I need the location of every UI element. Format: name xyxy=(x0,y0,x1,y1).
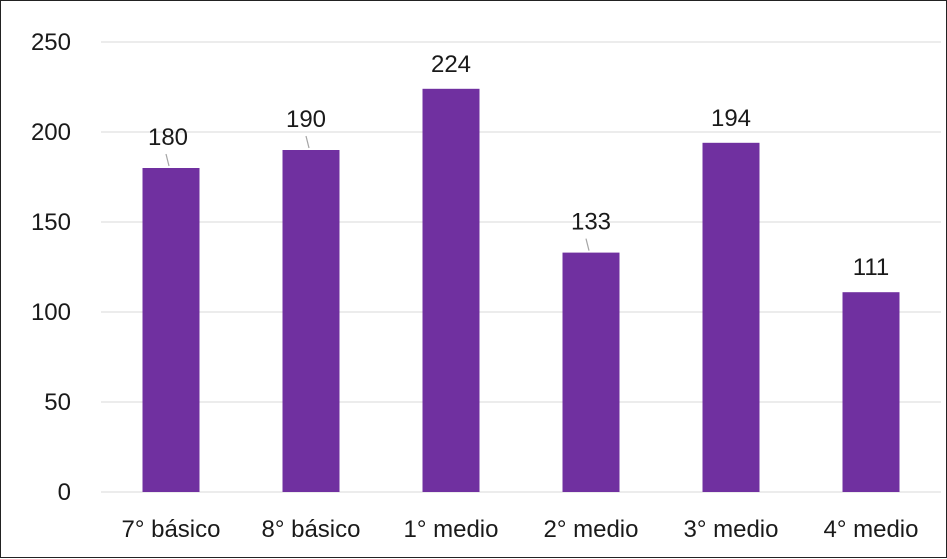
bar xyxy=(702,142,760,493)
y-tick-label: 200 xyxy=(31,119,71,146)
x-category-label: 2° medio xyxy=(544,516,639,543)
leader-line xyxy=(585,238,590,251)
leader-lines xyxy=(165,135,590,251)
bar xyxy=(562,252,620,492)
x-axis-category-labels: 7° básico 8° básico 1° medio 2° medio 3° med… xyxy=(122,516,919,543)
data-label: 190 xyxy=(286,106,326,133)
bar xyxy=(422,88,480,493)
x-category-label: 8° básico xyxy=(262,516,361,543)
y-tick-label: 0 xyxy=(58,479,71,506)
data-label: 180 xyxy=(148,124,188,151)
bars xyxy=(142,88,900,493)
bar xyxy=(282,150,340,492)
x-category-label: 3° medio xyxy=(684,516,779,543)
data-label: 194 xyxy=(711,105,751,132)
leader-line xyxy=(165,153,170,167)
data-label: 133 xyxy=(571,209,611,236)
bar xyxy=(842,292,900,492)
x-category-label: 4° medio xyxy=(824,516,919,543)
y-axis-tick-labels: 0 50 100 150 200 250 xyxy=(31,29,71,506)
leader-line xyxy=(305,135,310,149)
x-category-label: 7° básico xyxy=(122,516,221,543)
y-tick-label: 50 xyxy=(44,389,71,416)
data-labels: 180 190 224 133 194 111 xyxy=(148,51,889,281)
y-tick-label: 100 xyxy=(31,299,71,326)
data-label: 111 xyxy=(853,254,889,281)
bar xyxy=(142,168,200,492)
data-label: 224 xyxy=(431,51,471,78)
x-category-label: 1° medio xyxy=(404,516,499,543)
y-tick-label: 150 xyxy=(31,209,71,236)
y-tick-label: 250 xyxy=(31,29,71,56)
gridlines xyxy=(101,41,941,493)
